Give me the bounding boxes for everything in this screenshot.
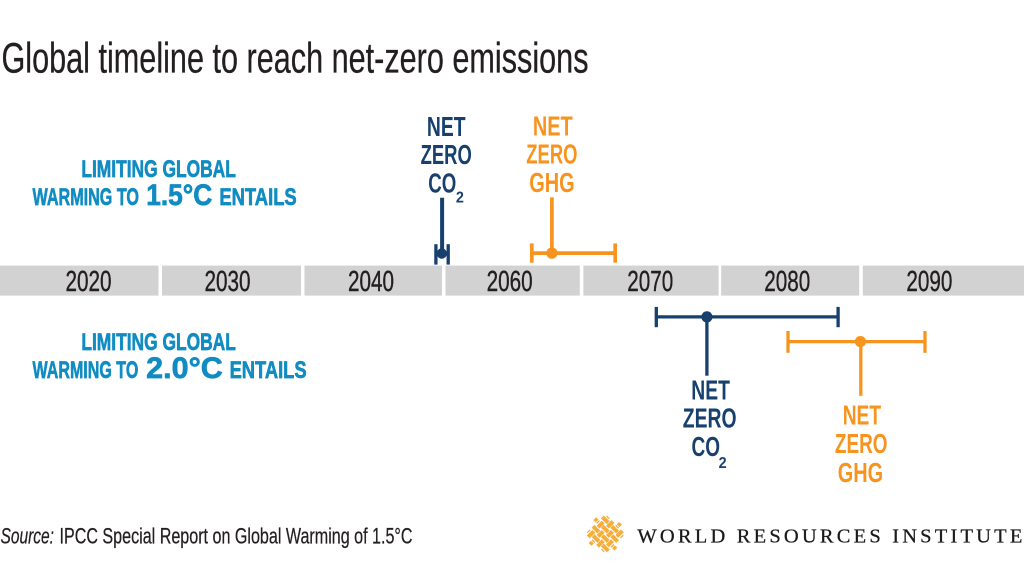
svg-text:2030: 2030 [205,266,251,298]
svg-text:NET: NET [427,111,466,142]
svg-text:NET: NET [691,375,730,406]
svg-text:WORLD RESOURCES INSTITUTE: WORLD RESOURCES INSTITUTE [637,525,1022,547]
svg-text:GHG: GHG [529,167,574,198]
svg-text:1.5°C: 1.5°C [146,179,212,212]
svg-text:2: 2 [719,455,727,472]
svg-text:2080: 2080 [764,266,810,298]
svg-text:ZERO: ZERO [835,428,888,459]
svg-text:2040: 2040 [348,266,394,298]
svg-text:ZERO: ZERO [526,138,577,169]
svg-text:2: 2 [456,189,464,206]
svg-text:ZERO: ZERO [683,403,737,434]
svg-text:ENTAILS: ENTAILS [219,184,296,211]
svg-text:2060: 2060 [487,266,533,298]
svg-text:2.0°C: 2.0°C [146,352,223,385]
svg-text:Source:IPCC Special Report on: Source: IPCC Special Report on Global War… [1,524,413,549]
svg-text:CO: CO [428,167,456,198]
svg-text:LIMITING GLOBAL: LIMITING GLOBAL [81,329,236,356]
svg-text:WARMING TO: WARMING TO [33,184,140,211]
svg-text:2020: 2020 [66,266,112,298]
svg-text:NET: NET [843,399,881,430]
svg-text:NET: NET [533,110,573,141]
svg-text:GHG: GHG [838,457,883,488]
svg-text:2090: 2090 [906,266,952,298]
svg-text:CO: CO [692,431,721,462]
svg-text:WARMING TO: WARMING TO [33,357,139,384]
svg-text:ZERO: ZERO [421,139,472,170]
svg-text:2070: 2070 [627,266,673,298]
svg-text:ENTAILS: ENTAILS [230,357,307,384]
svg-text:LIMITING GLOBAL: LIMITING GLOBAL [81,156,236,183]
svg-text:Global timeline to reach net-z: Global timeline to reach net-zero emissi… [2,36,589,83]
